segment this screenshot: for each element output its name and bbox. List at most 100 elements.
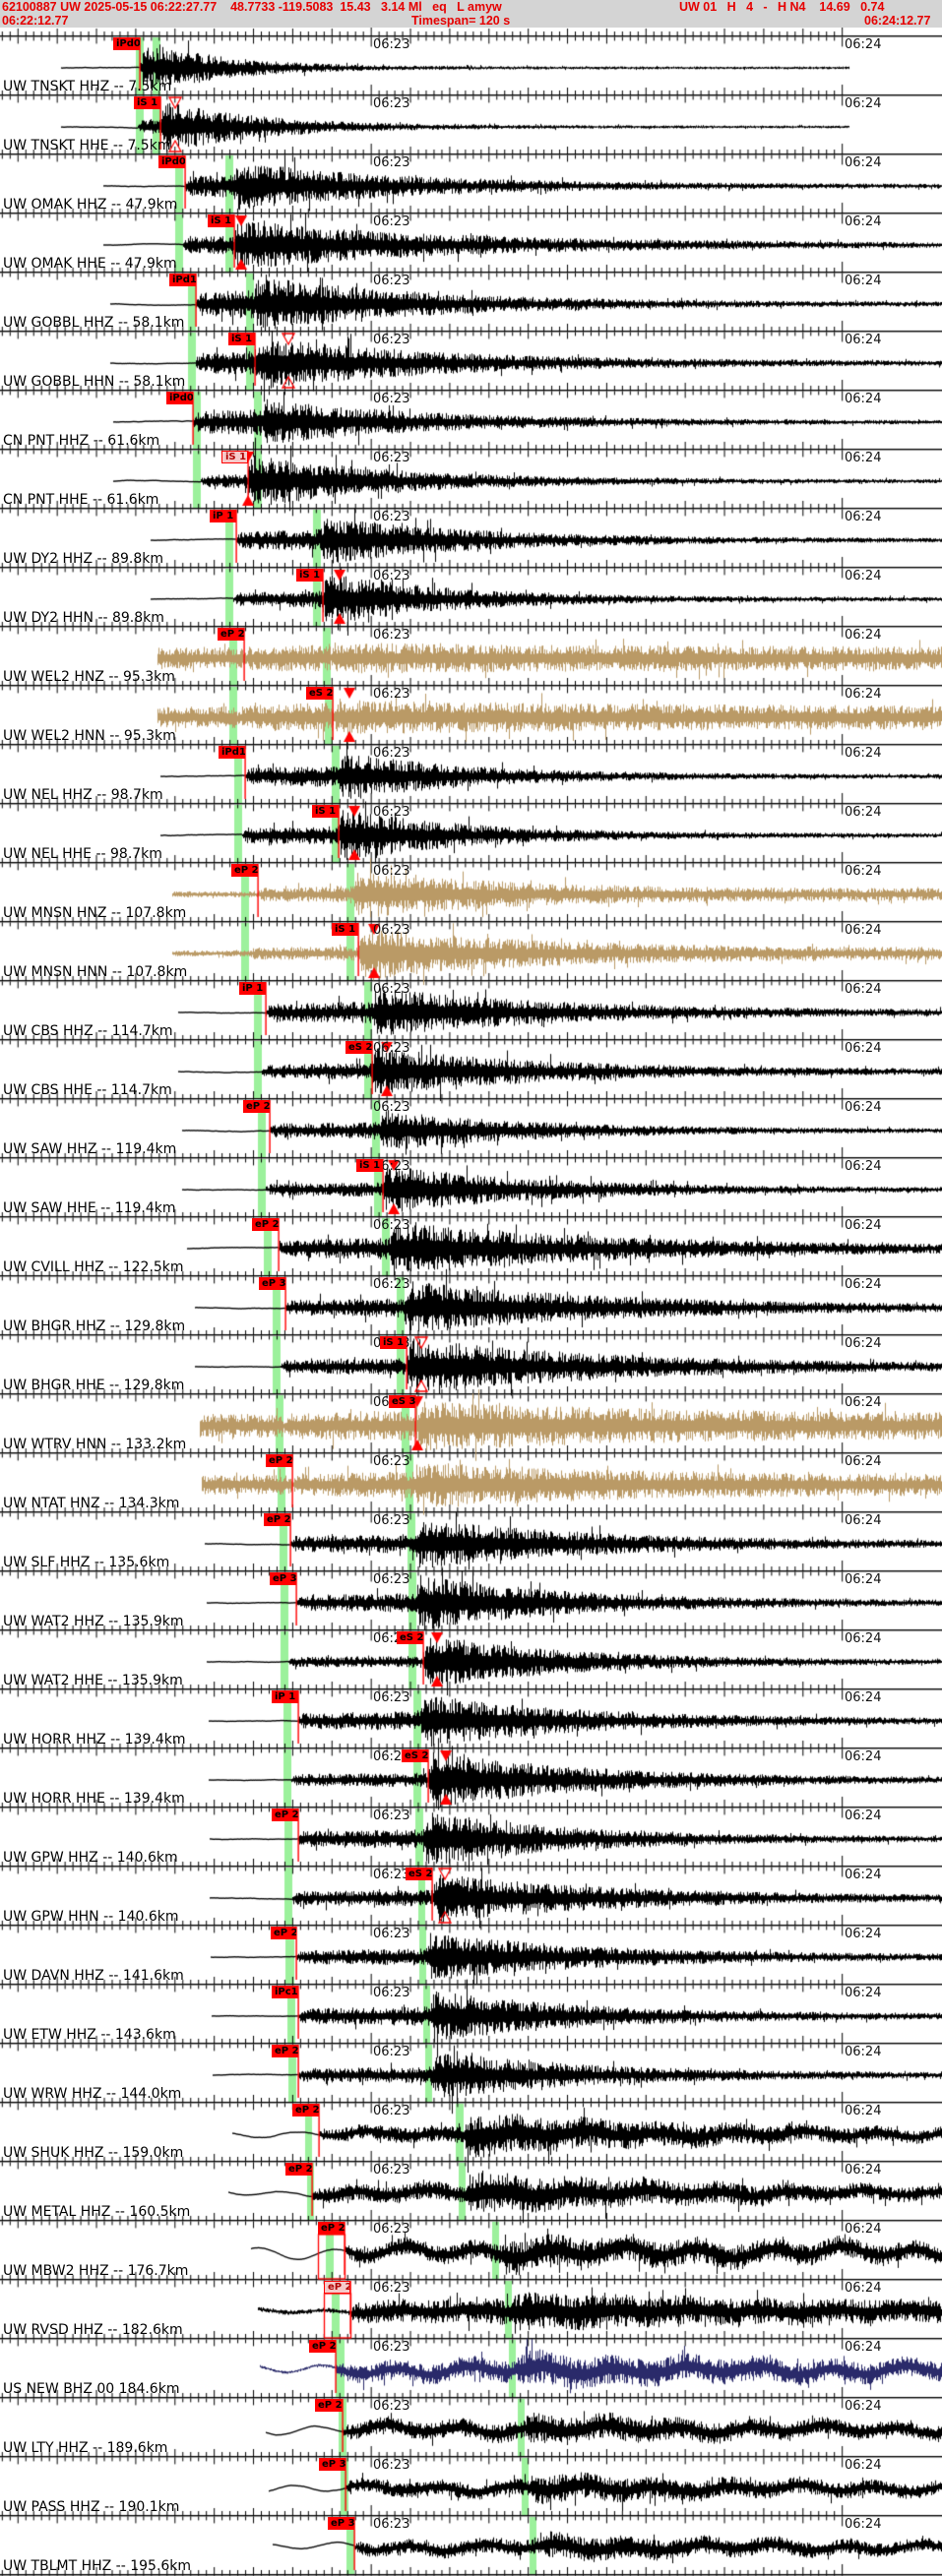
trace-row[interactable]: 06:23 06:24 eP 2 UW MBW2 HHZ -- 176.7km	[0, 2221, 942, 2280]
trace-row[interactable]: 06:23 06:24 iP 1 UW DY2 HHZ -- 89.8km	[0, 509, 942, 568]
trace-row[interactable]: 06:23 06:24 eP 2 UW SHUK HHZ -- 159.0km	[0, 2103, 942, 2162]
phase-pick-label[interactable]: eP 2	[218, 628, 244, 641]
phase-pick-label[interactable]: eS 2	[402, 1749, 428, 1762]
phase-pick-label[interactable]: iPd0	[158, 155, 185, 168]
trace-row[interactable]: 06:23 06:24 eS 2 UW WAT2 HHE -- 135.9km	[0, 1630, 942, 1689]
phase-pick-label[interactable]: iS 1	[312, 805, 339, 818]
trace-row[interactable]: 06:23 06:24 iS 1 UW MNSN HNN -- 107.8km	[0, 922, 942, 981]
phase-pick-label[interactable]: iS 1	[208, 215, 234, 227]
phase-pick-label[interactable]: eP 2	[231, 864, 258, 877]
trace-row[interactable]: 06:23 06:24 iP 1 UW HORR HHZ -- 139.4km	[0, 1689, 942, 1748]
phase-pick-label[interactable]: eP 2	[264, 1513, 290, 1526]
event-summary-right: UW 01 H 4 - H N4 14.69 0.74	[679, 0, 885, 14]
phase-pick-label[interactable]: eP 3	[328, 2517, 354, 2530]
trace-row[interactable]: 06:23 06:24 eP 2 UW SLF HHZ -- 135.6km	[0, 1512, 942, 1571]
phase-pick-label[interactable]: iPd1	[219, 746, 245, 759]
trace-row[interactable]: 06:23 06:24 eP 2 UW METAL HHZ -- 160.5km	[0, 2162, 942, 2221]
trace-row[interactable]: 06:23 06:24 eP 3 UW TBLMT HHZ -- 195.6km	[0, 2516, 942, 2575]
phase-pick-label[interactable]: eS 2	[345, 1041, 372, 1054]
phase-pick-label[interactable]: eP 2	[243, 1100, 270, 1113]
trace-row[interactable]: 06:23 06:24 eP 2 UW NTAT HNZ -- 134.3km	[0, 1453, 942, 1512]
station-label: UW OMAK HHE -- 47.9km	[3, 256, 177, 272]
trace-row[interactable]: 06:23 06:24 eP 2 UW MNSN HNZ -- 107.8km	[0, 863, 942, 922]
trace-row[interactable]: 06:23 06:24 eP 2 UW RVSD HHZ -- 182.6km	[0, 2280, 942, 2339]
trace-row[interactable]: 06:23 06:24 eP 3 UW BHGR HHZ -- 129.8km	[0, 1276, 942, 1335]
trace-row[interactable]: 06:23 06:24 iPc1 UW ETW HHZ -- 143.6km	[0, 1985, 942, 2044]
phase-pick-label[interactable]: eP 2	[324, 2281, 350, 2294]
minute-label-0624: 06:24	[845, 1218, 882, 1233]
phase-pick-label[interactable]: iPd0	[113, 37, 140, 50]
minute-label-0624: 06:24	[845, 805, 882, 820]
phase-pick-label[interactable]: eP 2	[272, 2045, 298, 2057]
phase-pick-label[interactable]: iS 1	[134, 96, 160, 109]
phase-pick-label[interactable]: iPd1	[169, 274, 196, 286]
phase-pick-label[interactable]: eP 2	[318, 2222, 345, 2235]
trace-row[interactable]: 06:23 06:24 iS 1 CN PNT HHE -- 61.6km	[0, 450, 942, 509]
trace-row[interactable]: 06:23 06:24 iPd1 UW NEL HHZ -- 98.7km	[0, 745, 942, 804]
trace-row[interactable]: 06:23 06:24 eS 2 UW CBS HHE -- 114.7km	[0, 1040, 942, 1099]
trace-row[interactable]: 06:23 06:24 eP 2 UW GPW HHZ -- 140.6km	[0, 1808, 942, 1867]
trace-row[interactable]: 06:23 06:24 eP 2 UW SAW HHZ -- 119.4km	[0, 1099, 942, 1158]
minute-label-0623: 06:23	[373, 1809, 410, 1823]
station-label: CN PNT HHZ -- 61.6km	[3, 433, 160, 449]
trace-row[interactable]: 06:23 06:24 iS 1 UW TNSKT HHE -- 7.5km	[0, 95, 942, 154]
phase-pick-label[interactable]: iP 1	[210, 510, 236, 522]
trace-row[interactable]: 06:23 06:24 eS 2 UW HORR HHE -- 139.4km	[0, 1748, 942, 1808]
phase-pick-label[interactable]: eP 2	[272, 1809, 298, 1821]
phase-pick-label[interactable]: iS 1	[356, 1159, 383, 1172]
trace-row[interactable]: 06:23 06:24 eP 3 UW PASS HHZ -- 190.1km	[0, 2457, 942, 2516]
phase-pick-label[interactable]: iP 1	[272, 1690, 298, 1703]
trace-row[interactable]: 06:23 06:24 iS 1 UW DY2 HHN -- 89.8km	[0, 568, 942, 627]
phase-pick-label[interactable]: eP 2	[252, 1218, 279, 1231]
minute-label-0624: 06:24	[845, 37, 882, 52]
phase-pick-label[interactable]: iS 1	[380, 1336, 407, 1349]
phase-pick-label[interactable]: eP 2	[285, 2163, 312, 2176]
phase-pick-label[interactable]: eP 3	[319, 2458, 345, 2471]
trace-row[interactable]: 06:23 06:24 iS 1 UW GOBBL HHN -- 58.1km	[0, 332, 942, 391]
trace-row[interactable]: 06:23 06:24 iP 1 UW CBS HHZ -- 114.7km	[0, 981, 942, 1040]
phase-pick-label[interactable]: eP 3	[270, 1572, 296, 1585]
phase-pick-label[interactable]: eS 2	[397, 1631, 423, 1644]
phase-pick-label[interactable]: iS 1	[296, 569, 323, 582]
phase-pick-label[interactable]: eP 2	[292, 2104, 319, 2116]
phase-pick-label[interactable]: iS 1	[228, 333, 255, 345]
phase-pick-label[interactable]: iPc1	[272, 1986, 298, 1998]
trace-row[interactable]: 06:23 06:24 iS 1 UW NEL HHE -- 98.7km	[0, 804, 942, 863]
trace-row[interactable]: 06:23 06:24 iPd1 UW GOBBL HHZ -- 58.1km	[0, 273, 942, 332]
trace-row[interactable]: 06:23 06:24 eS 2 UW WEL2 HNN -- 95.3km	[0, 686, 942, 745]
trace-row[interactable]: 06:23 06:24 eP 2 UW WEL2 HNZ -- 95.3km	[0, 627, 942, 686]
phase-pick-label[interactable]: eP 3	[259, 1277, 285, 1290]
trace-row[interactable]: 06:23 06:24 iS 1 UW OMAK HHE -- 47.9km	[0, 214, 942, 273]
minute-label-0624: 06:24	[845, 1100, 882, 1115]
station-label: UW SHUK HHZ -- 159.0km	[3, 2145, 184, 2161]
station-label: UW WRW HHZ -- 144.0km	[3, 2086, 182, 2102]
station-label: UW GPW HHN -- 140.6km	[3, 1909, 179, 1925]
trace-row[interactable]: 06:23 06:24 eS 2 UW GPW HHN -- 140.6km	[0, 1867, 942, 1926]
trace-row[interactable]: 06:23 06:24 iPd0 CN PNT HHZ -- 61.6km	[0, 391, 942, 450]
trace-row[interactable]: 06:23 06:24 eS 3 UW WTRV HNN -- 133.2km	[0, 1394, 942, 1453]
minute-label-0623: 06:23	[373, 2458, 410, 2473]
phase-pick-label[interactable]: eS 2	[306, 687, 333, 700]
trace-row[interactable]: 06:23 06:24 iPd0 UW TNSKT HHZ -- 7.5km	[0, 36, 942, 95]
phase-pick-label[interactable]: eS 3	[389, 1395, 415, 1408]
trace-row[interactable]: 06:23 06:24 iPd0 UW OMAK HHZ -- 47.9km	[0, 154, 942, 214]
phase-pick-label[interactable]: iS 1	[221, 451, 248, 463]
trace-row[interactable]: 06:23 06:24 eP 2 UW LTY HHZ -- 189.6km	[0, 2398, 942, 2457]
trace-row[interactable]: 06:23 06:24 eP 2 UW WRW HHZ -- 144.0km	[0, 2044, 942, 2103]
trace-row[interactable]: 06:23 06:24 eP 2 UW CVILL HHZ -- 122.5km	[0, 1217, 942, 1276]
trace-row[interactable]: 06:23 06:24 iS 1 UW SAW HHE -- 119.4km	[0, 1158, 942, 1217]
trace-row[interactable]: 06:23 06:24 eP 3 UW WAT2 HHZ -- 135.9km	[0, 1571, 942, 1630]
phase-pick-label[interactable]: iP 1	[239, 982, 266, 995]
trace-row[interactable]: 06:23 06:24 iS 1 UW BHGR HHE -- 129.8km	[0, 1335, 942, 1394]
phase-pick-label[interactable]: eP 2	[271, 1927, 296, 1939]
phase-pick-label[interactable]: eP 2	[309, 2340, 336, 2353]
phase-pick-label[interactable]: eP 2	[315, 2399, 343, 2412]
window-start-time: 06:22:12.77	[2, 14, 69, 28]
trace-row[interactable]: 06:23 06:24 eP 2 US NEW BHZ 00 184.6km	[0, 2339, 942, 2398]
trace-row[interactable]: 06:23 06:24 eP 2 UW DAVN HHZ -- 141.6km	[0, 1926, 942, 1985]
phase-pick-label[interactable]: iPd0	[166, 392, 193, 404]
phase-pick-label[interactable]: eP 2	[266, 1454, 292, 1467]
phase-pick-label[interactable]: iS 1	[332, 923, 358, 936]
phase-pick-label[interactable]: eS 2	[406, 1868, 432, 1880]
